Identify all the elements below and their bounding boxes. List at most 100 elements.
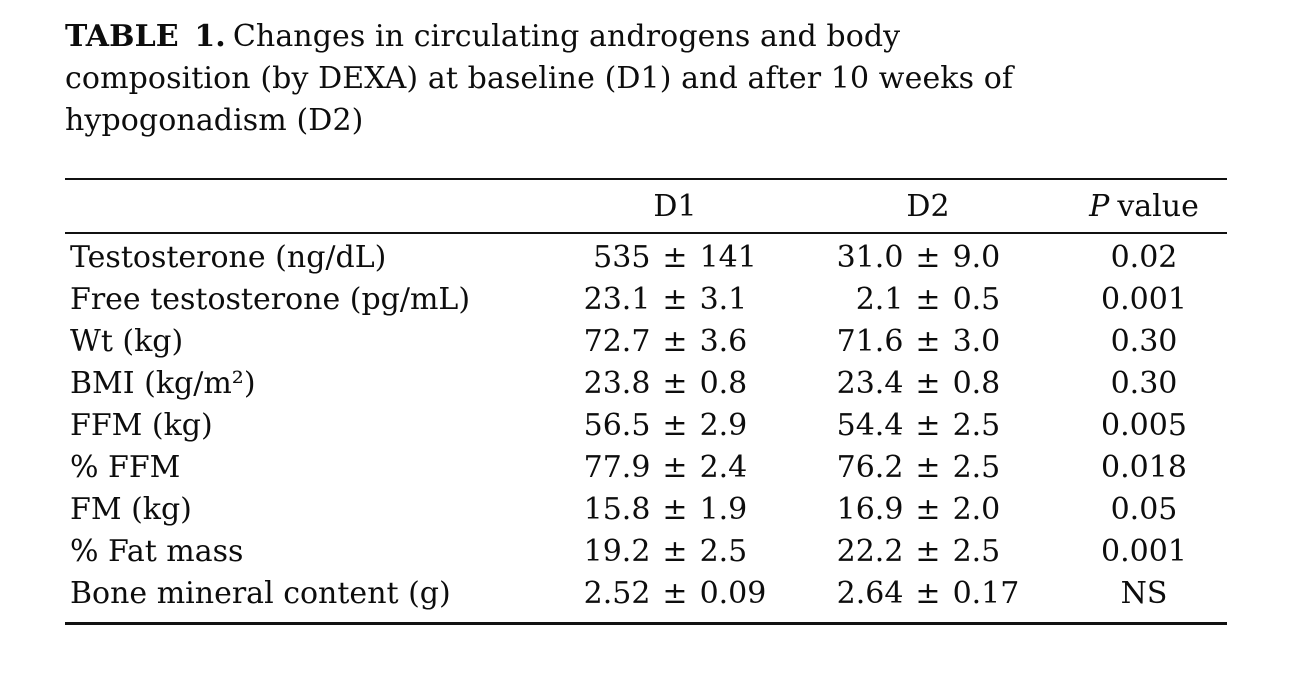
d1-mean: 56.5 xyxy=(583,408,651,443)
d1-mean: 2.52 xyxy=(583,576,651,611)
plus-minus-symbol: ± xyxy=(662,366,688,401)
d2-value: 76.2 ±2.5 xyxy=(795,447,1061,489)
d2-mean: 31.0 xyxy=(836,240,904,275)
table-row: FM (kg) 15.8 ±1.9 16.9 ±2.0 0.05 xyxy=(65,489,1227,531)
d1-sd: 3.6 xyxy=(699,324,748,359)
d2-sd: 9.0 xyxy=(952,240,1001,275)
d1-sd: 2.5 xyxy=(699,534,748,569)
d2-mean: 54.4 xyxy=(836,408,904,443)
column-header-d1: D1 xyxy=(653,188,697,224)
plus-minus-symbol: ± xyxy=(662,324,688,359)
d2-mean: 2.64 xyxy=(836,576,904,611)
d1-mean: 77.9 xyxy=(583,450,651,485)
table-figure: TABLE 1. Changes in circulating androgens… xyxy=(65,16,1227,625)
caption-text-3: hypogonadism (D2) xyxy=(65,103,364,138)
d1-mean: 15.8 xyxy=(583,492,651,527)
d2-mean: 22.2 xyxy=(836,534,904,569)
d1-mean: 23.8 xyxy=(583,366,651,401)
row-label: Bone mineral content (g) xyxy=(70,576,451,611)
plus-minus-symbol: ± xyxy=(662,534,688,569)
d2-mean: 2.1 xyxy=(855,282,904,317)
d1-mean: 19.2 xyxy=(583,534,651,569)
d2-value: 22.2 ±2.5 xyxy=(795,531,1061,573)
plus-minus-symbol: ± xyxy=(915,240,941,275)
table-row: Free testosterone (pg/mL) 23.1 ±3.1 2.1 ±0… xyxy=(65,279,1227,321)
d1-mean: 535 xyxy=(593,240,651,275)
d2-sd: 0.5 xyxy=(952,282,1001,317)
d1-value: 15.8 ±1.9 xyxy=(555,489,795,531)
p-value: 0.30 xyxy=(1110,324,1178,359)
table-row: Bone mineral content (g) 2.52 ±0.09 2.64 ±… xyxy=(65,573,1227,615)
p-value: 0.001 xyxy=(1101,534,1187,569)
d2-mean: 76.2 xyxy=(836,450,904,485)
d1-value: 535 ±141 xyxy=(555,237,795,279)
table-caption: TABLE 1. Changes in circulating androgens… xyxy=(65,16,1227,142)
d1-value: 2.52 ±0.09 xyxy=(555,573,795,615)
caption-text-1: Changes in circulating androgens and bod… xyxy=(232,19,901,54)
plus-minus-symbol: ± xyxy=(662,408,688,443)
row-label: % Fat mass xyxy=(70,534,244,569)
d1-sd: 3.1 xyxy=(699,282,748,317)
d2-value: 2.1 ±0.5 xyxy=(795,279,1061,321)
plus-minus-symbol: ± xyxy=(915,282,941,317)
d2-mean: 16.9 xyxy=(836,492,904,527)
table-row: BMI (kg/m²) 23.8 ±0.8 23.4 ±0.8 0.30 xyxy=(65,363,1227,405)
p-italic: P xyxy=(1089,188,1110,224)
p-value: 0.018 xyxy=(1101,450,1187,485)
row-label: BMI (kg/m²) xyxy=(70,366,256,401)
row-label: Wt (kg) xyxy=(70,324,184,359)
table-row: % Fat mass 19.2 ±2.5 22.2 ±2.5 0.001 xyxy=(65,531,1227,573)
caption-line-1: TABLE 1. Changes in circulating androgens… xyxy=(65,16,1227,58)
d2-sd: 2.0 xyxy=(952,492,1001,527)
row-label: Free testosterone (pg/mL) xyxy=(70,282,471,317)
caption-text-2: composition (by DEXA) at baseline (D1) a… xyxy=(65,61,1014,96)
d1-sd: 0.8 xyxy=(699,366,748,401)
d2-sd: 0.8 xyxy=(952,366,1001,401)
p-value: 0.005 xyxy=(1101,408,1187,443)
plus-minus-symbol: ± xyxy=(662,576,688,611)
p-value: 0.30 xyxy=(1110,366,1178,401)
plus-minus-symbol: ± xyxy=(915,324,941,359)
table-row: Wt (kg) 72.7 ±3.6 71.6 ±3.0 0.30 xyxy=(65,321,1227,363)
table-row: % FFM 77.9 ±2.4 76.2 ±2.5 0.018 xyxy=(65,447,1227,489)
d2-sd: 2.5 xyxy=(952,534,1001,569)
d1-sd: 141 xyxy=(699,240,757,275)
d1-sd: 1.9 xyxy=(699,492,748,527)
p-rest: value xyxy=(1117,188,1199,224)
d2-value: 54.4 ±2.5 xyxy=(795,405,1061,447)
plus-minus-symbol: ± xyxy=(662,492,688,527)
table-row: FFM (kg) 56.5 ±2.9 54.4 ±2.5 0.005 xyxy=(65,405,1227,447)
row-label: FM (kg) xyxy=(70,492,192,527)
d2-value: 2.64 ±0.17 xyxy=(795,573,1061,615)
d1-sd: 0.09 xyxy=(699,576,767,611)
row-label: Testosterone (ng/dL) xyxy=(70,240,387,275)
d1-value: 23.1 ±3.1 xyxy=(555,279,795,321)
d1-mean: 72.7 xyxy=(583,324,651,359)
plus-minus-symbol: ± xyxy=(915,450,941,485)
d2-sd: 2.5 xyxy=(952,408,1001,443)
plus-minus-symbol: ± xyxy=(662,282,688,317)
p-value: 0.02 xyxy=(1110,240,1178,275)
row-label: FFM (kg) xyxy=(70,408,213,443)
plus-minus-symbol: ± xyxy=(915,576,941,611)
plus-minus-symbol: ± xyxy=(915,492,941,527)
d1-value: 72.7 ±3.6 xyxy=(555,321,795,363)
d1-sd: 2.4 xyxy=(699,450,748,485)
p-value: 0.05 xyxy=(1110,492,1178,527)
d1-mean: 23.1 xyxy=(583,282,651,317)
d1-sd: 2.9 xyxy=(699,408,748,443)
d2-sd: 2.5 xyxy=(952,450,1001,485)
plus-minus-symbol: ± xyxy=(915,408,941,443)
row-label: % FFM xyxy=(70,450,181,485)
d2-mean: 71.6 xyxy=(836,324,904,359)
table-row: Testosterone (ng/dL) 535 ±141 31.0 ±9.0 0.… xyxy=(65,237,1227,279)
column-header-d2: D2 xyxy=(906,188,950,224)
d2-value: 71.6 ±3.0 xyxy=(795,321,1061,363)
plus-minus-symbol: ± xyxy=(915,366,941,401)
d2-sd: 3.0 xyxy=(952,324,1001,359)
d1-value: 19.2 ±2.5 xyxy=(555,531,795,573)
d1-value: 77.9 ±2.4 xyxy=(555,447,795,489)
